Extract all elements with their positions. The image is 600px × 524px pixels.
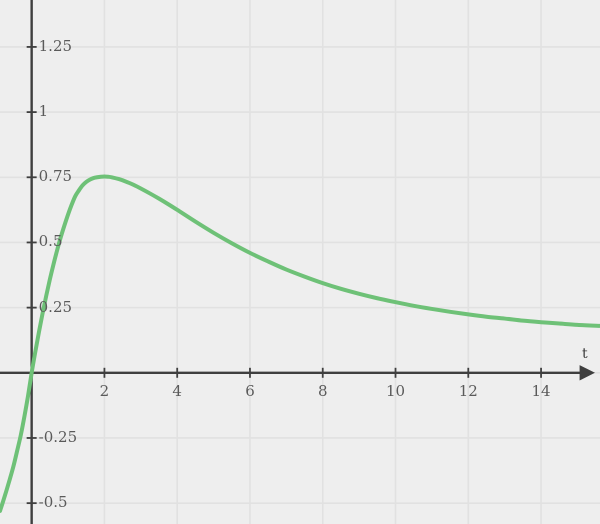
x-tick-label: 10 [385, 381, 406, 400]
y-tick-label: 1.25 [38, 36, 73, 55]
x-tick-label: 6 [245, 381, 255, 400]
series-line [0, 174, 600, 513]
x-axis-label: t [582, 345, 588, 362]
y-tick-label: -0.25 [38, 427, 78, 446]
x-tick-label: 14 [531, 381, 551, 400]
x-tick-label: 4 [172, 381, 182, 400]
y-tick-label: -0.5 [38, 493, 68, 512]
y-tick-label: 0.25 [38, 297, 73, 316]
y-tick-label: 0.5 [38, 232, 63, 251]
x-tick-label: 12 [458, 381, 478, 400]
data-series [0, 174, 600, 513]
x-tick-label: 2 [99, 381, 110, 400]
tick-marks [26, 46, 542, 505]
y-tick-label: 0.75 [38, 167, 73, 186]
y-tick-label: 1 [38, 102, 49, 121]
x-tick-label: 8 [317, 381, 328, 400]
